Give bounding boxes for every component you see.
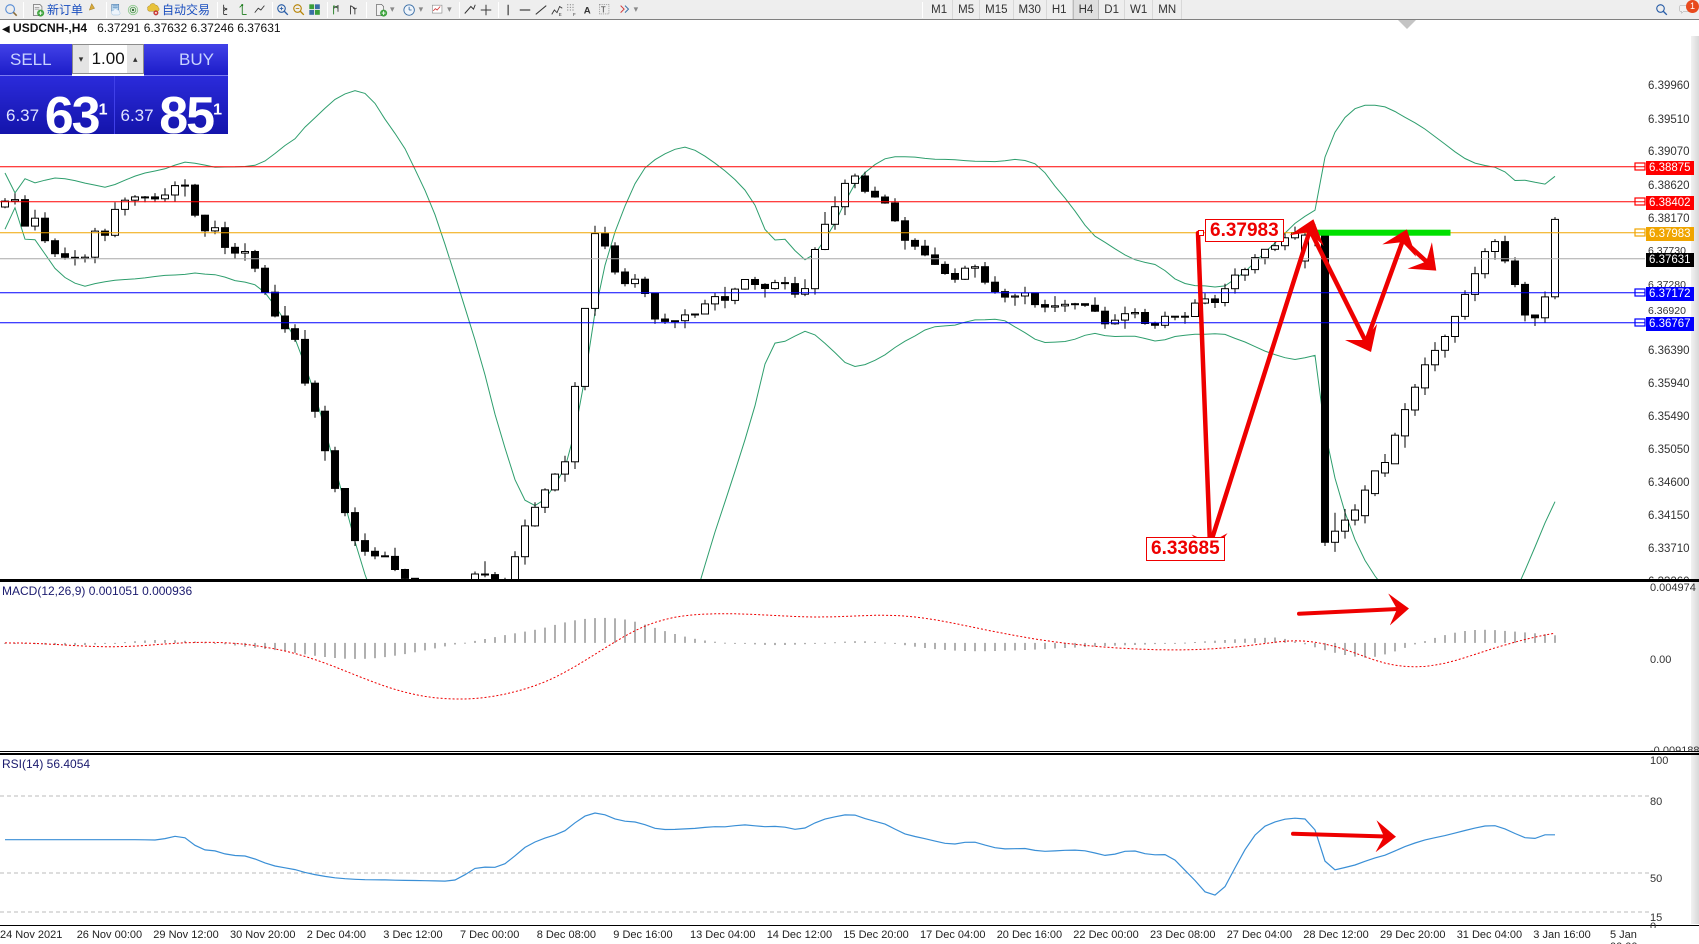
svg-text:T: T (601, 5, 606, 14)
svg-text:A: A (583, 5, 590, 16)
svg-text:F: F (573, 12, 576, 17)
svg-text:E: E (558, 12, 561, 17)
